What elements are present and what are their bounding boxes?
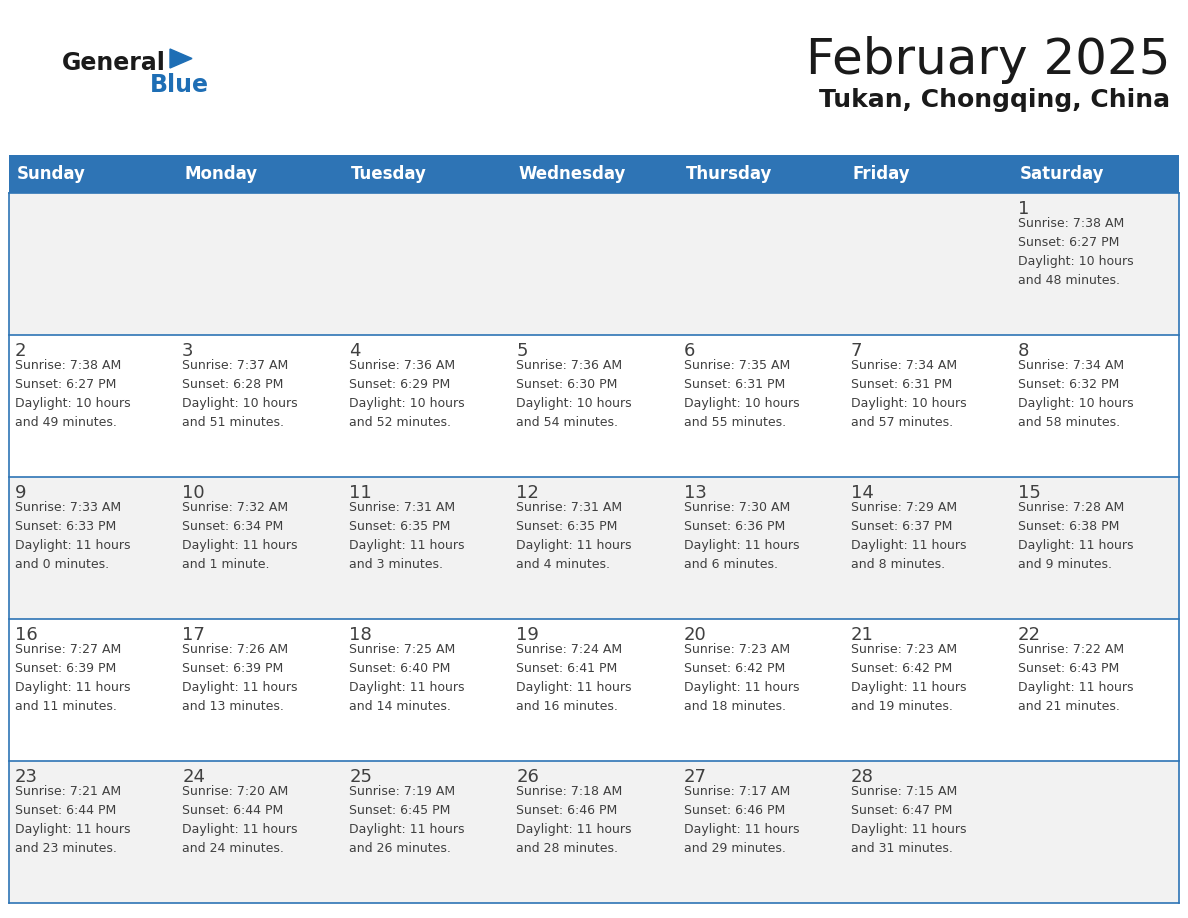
Bar (677, 155, 845, 193)
Text: Friday: Friday (853, 165, 910, 183)
Text: Sunrise: 7:17 AM
Sunset: 6:46 PM
Daylight: 11 hours
and 29 minutes.: Sunrise: 7:17 AM Sunset: 6:46 PM Dayligh… (683, 785, 800, 855)
Text: Sunrise: 7:31 AM
Sunset: 6:35 PM
Daylight: 11 hours
and 3 minutes.: Sunrise: 7:31 AM Sunset: 6:35 PM Dayligh… (349, 501, 465, 571)
Text: Sunrise: 7:22 AM
Sunset: 6:43 PM
Daylight: 11 hours
and 21 minutes.: Sunrise: 7:22 AM Sunset: 6:43 PM Dayligh… (1018, 643, 1133, 713)
Bar (10, 155, 176, 193)
Text: 26: 26 (517, 768, 539, 786)
Text: Sunrise: 7:37 AM
Sunset: 6:28 PM
Daylight: 10 hours
and 51 minutes.: Sunrise: 7:37 AM Sunset: 6:28 PM Dayligh… (182, 359, 298, 429)
Text: 14: 14 (851, 484, 873, 502)
Bar (10, 619, 1178, 761)
Text: 11: 11 (349, 484, 372, 502)
Text: Sunrise: 7:24 AM
Sunset: 6:41 PM
Daylight: 11 hours
and 16 minutes.: Sunrise: 7:24 AM Sunset: 6:41 PM Dayligh… (517, 643, 632, 713)
Polygon shape (170, 49, 192, 68)
Bar (1012, 155, 1178, 193)
Text: 12: 12 (517, 484, 539, 502)
Text: Sunrise: 7:27 AM
Sunset: 6:39 PM
Daylight: 11 hours
and 11 minutes.: Sunrise: 7:27 AM Sunset: 6:39 PM Dayligh… (15, 643, 131, 713)
Text: Blue: Blue (150, 73, 209, 97)
Text: Sunrise: 7:32 AM
Sunset: 6:34 PM
Daylight: 11 hours
and 1 minute.: Sunrise: 7:32 AM Sunset: 6:34 PM Dayligh… (182, 501, 298, 571)
Bar (343, 155, 511, 193)
Text: February 2025: February 2025 (805, 36, 1170, 84)
Text: 22: 22 (1018, 626, 1041, 644)
Text: Tukan, Chongqing, China: Tukan, Chongqing, China (819, 88, 1170, 112)
Text: Sunrise: 7:28 AM
Sunset: 6:38 PM
Daylight: 11 hours
and 9 minutes.: Sunrise: 7:28 AM Sunset: 6:38 PM Dayligh… (1018, 501, 1133, 571)
Text: 4: 4 (349, 342, 361, 360)
Text: Sunrise: 7:21 AM
Sunset: 6:44 PM
Daylight: 11 hours
and 23 minutes.: Sunrise: 7:21 AM Sunset: 6:44 PM Dayligh… (15, 785, 131, 855)
Text: Sunrise: 7:29 AM
Sunset: 6:37 PM
Daylight: 11 hours
and 8 minutes.: Sunrise: 7:29 AM Sunset: 6:37 PM Dayligh… (851, 501, 966, 571)
Text: 10: 10 (182, 484, 204, 502)
Text: Sunrise: 7:20 AM
Sunset: 6:44 PM
Daylight: 11 hours
and 24 minutes.: Sunrise: 7:20 AM Sunset: 6:44 PM Dayligh… (182, 785, 298, 855)
Text: Tuesday: Tuesday (352, 165, 428, 183)
Text: 5: 5 (517, 342, 527, 360)
Text: 19: 19 (517, 626, 539, 644)
Bar (511, 155, 677, 193)
Text: Sunrise: 7:34 AM
Sunset: 6:31 PM
Daylight: 10 hours
and 57 minutes.: Sunrise: 7:34 AM Sunset: 6:31 PM Dayligh… (851, 359, 966, 429)
Text: Sunrise: 7:34 AM
Sunset: 6:32 PM
Daylight: 10 hours
and 58 minutes.: Sunrise: 7:34 AM Sunset: 6:32 PM Dayligh… (1018, 359, 1133, 429)
Bar (10, 335, 1178, 477)
Text: 7: 7 (851, 342, 862, 360)
Text: 17: 17 (182, 626, 206, 644)
Text: 25: 25 (349, 768, 372, 786)
Text: Thursday: Thursday (685, 165, 772, 183)
Text: 16: 16 (15, 626, 38, 644)
Text: 24: 24 (182, 768, 206, 786)
Text: Sunrise: 7:31 AM
Sunset: 6:35 PM
Daylight: 11 hours
and 4 minutes.: Sunrise: 7:31 AM Sunset: 6:35 PM Dayligh… (517, 501, 632, 571)
Text: Sunrise: 7:38 AM
Sunset: 6:27 PM
Daylight: 10 hours
and 48 minutes.: Sunrise: 7:38 AM Sunset: 6:27 PM Dayligh… (1018, 217, 1133, 287)
Text: Sunday: Sunday (17, 165, 86, 183)
Text: Sunrise: 7:38 AM
Sunset: 6:27 PM
Daylight: 10 hours
and 49 minutes.: Sunrise: 7:38 AM Sunset: 6:27 PM Dayligh… (15, 359, 131, 429)
Text: 28: 28 (851, 768, 873, 786)
Bar (845, 155, 1012, 193)
Text: Sunrise: 7:19 AM
Sunset: 6:45 PM
Daylight: 11 hours
and 26 minutes.: Sunrise: 7:19 AM Sunset: 6:45 PM Dayligh… (349, 785, 465, 855)
Text: 8: 8 (1018, 342, 1029, 360)
Text: 1: 1 (1018, 200, 1029, 218)
Text: Sunrise: 7:25 AM
Sunset: 6:40 PM
Daylight: 11 hours
and 14 minutes.: Sunrise: 7:25 AM Sunset: 6:40 PM Dayligh… (349, 643, 465, 713)
Text: Saturday: Saturday (1019, 165, 1105, 183)
Text: Wednesday: Wednesday (518, 165, 626, 183)
Text: Sunrise: 7:26 AM
Sunset: 6:39 PM
Daylight: 11 hours
and 13 minutes.: Sunrise: 7:26 AM Sunset: 6:39 PM Dayligh… (182, 643, 298, 713)
Text: Sunrise: 7:35 AM
Sunset: 6:31 PM
Daylight: 10 hours
and 55 minutes.: Sunrise: 7:35 AM Sunset: 6:31 PM Dayligh… (683, 359, 800, 429)
Text: 23: 23 (15, 768, 38, 786)
Text: 15: 15 (1018, 484, 1041, 502)
Bar (10, 477, 1178, 619)
Text: Sunrise: 7:23 AM
Sunset: 6:42 PM
Daylight: 11 hours
and 18 minutes.: Sunrise: 7:23 AM Sunset: 6:42 PM Dayligh… (683, 643, 800, 713)
Text: 13: 13 (683, 484, 707, 502)
Text: 27: 27 (683, 768, 707, 786)
Text: General: General (62, 51, 166, 75)
Text: 20: 20 (683, 626, 707, 644)
Text: Sunrise: 7:18 AM
Sunset: 6:46 PM
Daylight: 11 hours
and 28 minutes.: Sunrise: 7:18 AM Sunset: 6:46 PM Dayligh… (517, 785, 632, 855)
Bar (10, 193, 1178, 335)
Text: 18: 18 (349, 626, 372, 644)
Text: 21: 21 (851, 626, 873, 644)
Text: Sunrise: 7:15 AM
Sunset: 6:47 PM
Daylight: 11 hours
and 31 minutes.: Sunrise: 7:15 AM Sunset: 6:47 PM Dayligh… (851, 785, 966, 855)
Text: 6: 6 (683, 342, 695, 360)
Text: Sunrise: 7:36 AM
Sunset: 6:30 PM
Daylight: 10 hours
and 54 minutes.: Sunrise: 7:36 AM Sunset: 6:30 PM Dayligh… (517, 359, 632, 429)
Text: 3: 3 (182, 342, 194, 360)
Text: 2: 2 (15, 342, 26, 360)
Text: Sunrise: 7:36 AM
Sunset: 6:29 PM
Daylight: 10 hours
and 52 minutes.: Sunrise: 7:36 AM Sunset: 6:29 PM Dayligh… (349, 359, 465, 429)
Text: Monday: Monday (184, 165, 258, 183)
Text: Sunrise: 7:23 AM
Sunset: 6:42 PM
Daylight: 11 hours
and 19 minutes.: Sunrise: 7:23 AM Sunset: 6:42 PM Dayligh… (851, 643, 966, 713)
Bar (10, 761, 1178, 903)
Text: Sunrise: 7:30 AM
Sunset: 6:36 PM
Daylight: 11 hours
and 6 minutes.: Sunrise: 7:30 AM Sunset: 6:36 PM Dayligh… (683, 501, 800, 571)
Text: Sunrise: 7:33 AM
Sunset: 6:33 PM
Daylight: 11 hours
and 0 minutes.: Sunrise: 7:33 AM Sunset: 6:33 PM Dayligh… (15, 501, 131, 571)
Text: 9: 9 (15, 484, 26, 502)
Bar (176, 155, 343, 193)
